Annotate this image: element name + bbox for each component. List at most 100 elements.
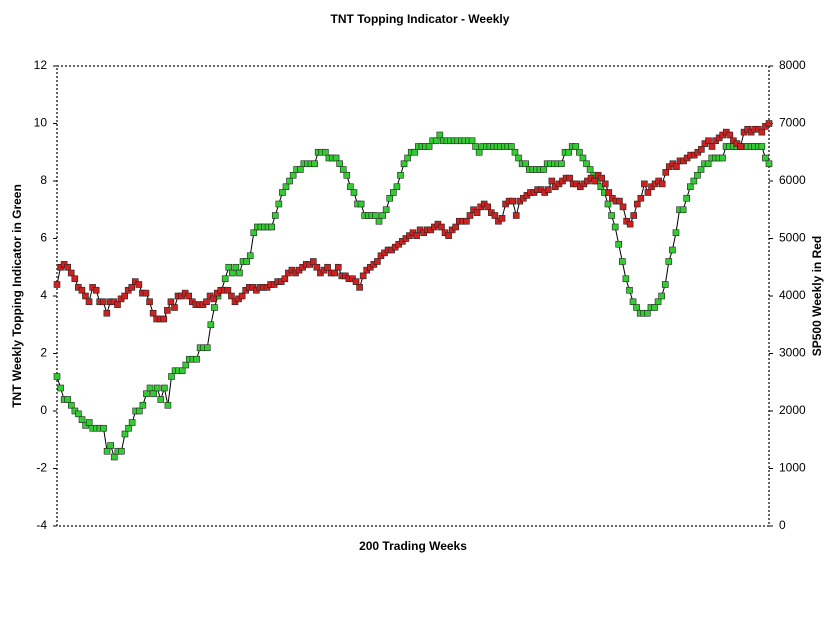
data-point: [246, 252, 254, 260]
y2-axis-title: SP500 Weekly in Red: [810, 236, 824, 357]
data-point: [210, 295, 217, 303]
data-point: [616, 197, 623, 205]
data-point: [654, 298, 662, 306]
data-point: [397, 171, 404, 179]
data-point: [164, 401, 172, 409]
data-point: [672, 229, 680, 237]
data-point: [103, 447, 111, 455]
data-point: [498, 215, 506, 222]
data-point: [311, 160, 318, 168]
data-point: [103, 309, 111, 317]
data-point: [540, 166, 547, 173]
y-tick-label: -2: [36, 461, 47, 475]
data-point: [118, 447, 125, 455]
data-point: [243, 258, 250, 265]
data-point: [146, 384, 154, 392]
data-point: [236, 269, 243, 277]
data-point: [586, 166, 594, 173]
data-point: [515, 154, 522, 162]
y-tick-label: 10: [34, 116, 48, 130]
data-point: [690, 177, 698, 185]
data-point: [644, 309, 651, 317]
y-axis-title: TNT Weekly Topping Indicator in Green: [10, 184, 24, 408]
data-point: [225, 263, 233, 271]
data-point: [619, 258, 626, 265]
data-point: [386, 194, 394, 202]
data-point: [445, 232, 452, 239]
data-point: [78, 416, 86, 423]
data-point: [68, 401, 75, 409]
data-point: [146, 298, 153, 306]
data-point: [583, 160, 590, 168]
data-point: [762, 154, 769, 162]
data-point: [331, 269, 338, 277]
data-point: [142, 289, 150, 297]
data-point: [171, 304, 178, 311]
data-point: [641, 180, 648, 188]
y-tick-label: 2: [40, 346, 47, 360]
y2-tick-label: 7000: [779, 116, 806, 130]
data-point: [228, 292, 235, 300]
data-point: [630, 212, 638, 219]
y-tick-label: -4: [36, 518, 47, 532]
data-point: [332, 154, 340, 162]
data-point: [313, 263, 321, 271]
data-point: [475, 148, 483, 156]
data-point: [67, 269, 75, 277]
data-point: [125, 424, 132, 432]
data-point: [473, 209, 481, 216]
data-point: [286, 177, 293, 185]
data-point: [53, 281, 61, 288]
data-point: [64, 263, 71, 271]
data-point: [185, 292, 193, 300]
data-point: [758, 128, 766, 136]
data-point: [168, 373, 175, 380]
data-point: [604, 200, 612, 208]
data-point: [758, 143, 766, 150]
data-point: [164, 307, 171, 314]
data-point: [697, 166, 705, 173]
y2-tick-label: 3000: [779, 346, 806, 360]
data-point: [357, 200, 365, 208]
data-point: [468, 137, 476, 145]
data-point: [207, 321, 215, 329]
data-point: [279, 189, 286, 196]
data-point: [347, 183, 354, 191]
data-point: [153, 384, 161, 392]
data-point: [271, 212, 279, 219]
data-point: [150, 390, 157, 398]
data-point: [404, 154, 411, 162]
data-point: [658, 292, 665, 300]
data-point: [322, 148, 329, 156]
data-point: [289, 171, 297, 179]
data-point: [193, 355, 200, 363]
data-point: [107, 442, 114, 449]
data-point: [339, 166, 347, 173]
data-point: [605, 189, 613, 196]
data-point: [135, 407, 143, 415]
data-point: [324, 263, 331, 271]
data-point: [310, 258, 317, 265]
data-point: [359, 272, 367, 280]
data-point: [99, 298, 107, 306]
data-point: [644, 189, 652, 196]
data-point: [452, 223, 460, 231]
data-point: [633, 304, 640, 311]
data-point: [629, 298, 637, 306]
data-point: [726, 131, 734, 139]
data-point: [705, 137, 712, 145]
data-point: [334, 263, 342, 271]
data-point: [203, 344, 211, 352]
data-point: [436, 131, 444, 139]
data-point: [350, 189, 358, 196]
data-point: [661, 281, 669, 288]
data-point: [591, 177, 598, 185]
data-point: [544, 186, 552, 193]
data-point: [128, 284, 136, 291]
x-axis-title: 200 Trading Weeks: [359, 539, 467, 553]
data-point: [484, 203, 492, 211]
data-point: [765, 120, 773, 127]
data-point: [637, 194, 645, 202]
data-point: [75, 410, 82, 418]
